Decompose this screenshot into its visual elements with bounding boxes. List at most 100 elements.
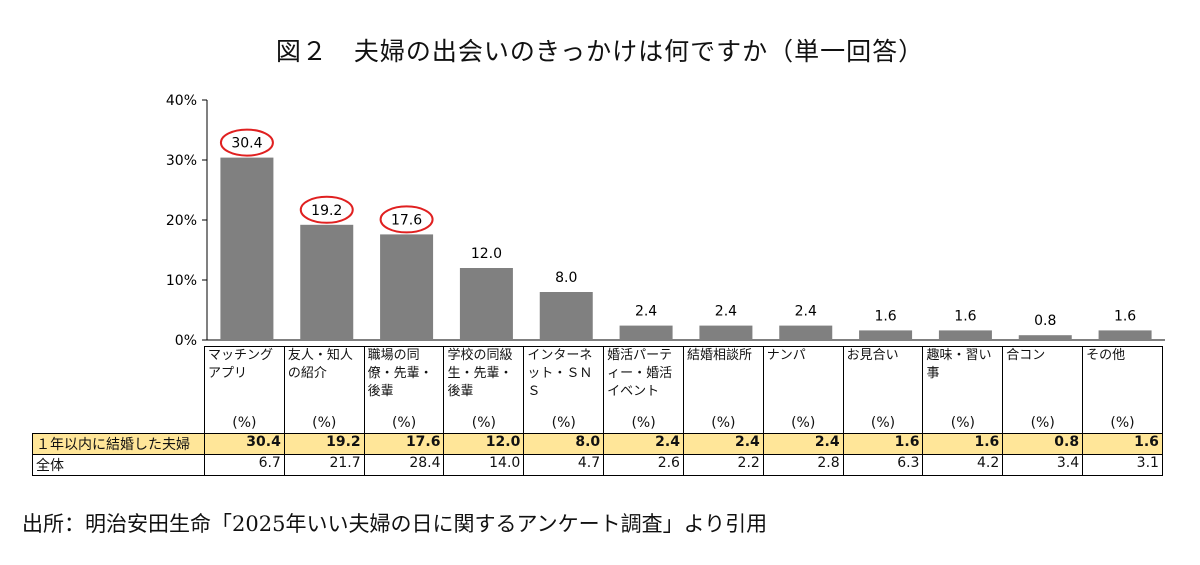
series-label: １年以内に結婚した夫婦 (32, 433, 205, 455)
unit-label: (%) (870, 415, 896, 431)
category-cell: マッチングアプリ (%) (204, 346, 285, 434)
y-tick-label: 0% (175, 333, 197, 349)
bar-chart: 0% 10% 20% 30% 40% 30.4 19.2 17.6 12.0 8.0 2.4 2.4 2… (166, 93, 1165, 349)
y-tick-label: 30% (166, 153, 197, 169)
value-cell: 30.4 (204, 433, 285, 455)
value-cell: 12.0 (443, 433, 525, 455)
unit-label: (%) (471, 415, 497, 431)
value-cell: 6.3 (842, 454, 924, 476)
data-label: 1.6 (1114, 308, 1136, 324)
value-cell: 3.1 (1082, 454, 1163, 476)
data-label: 1.6 (954, 308, 976, 324)
value-cell: 2.4 (762, 433, 844, 455)
value-cell: 21.7 (283, 454, 365, 476)
unit-label: (%) (631, 415, 656, 431)
value-cell: 6.7 (204, 454, 285, 476)
category-label: お見合い (846, 348, 899, 363)
category-label: 婚活パーティー・婚活イベント (607, 348, 673, 399)
bar (619, 325, 673, 340)
data-label: 2.4 (715, 304, 737, 320)
data-label: 1.6 (874, 308, 896, 324)
table-row: １年以内に結婚した夫婦 30.4 19.2 17.6 12.0 8.0 2.4 2.4 2.4 1… (32, 433, 1163, 455)
series-label: 全体 (32, 454, 205, 476)
bar (539, 292, 593, 340)
value-cell: 1.6 (842, 433, 924, 455)
category-cell: 合コン (%) (1002, 346, 1084, 434)
y-tick-label: 40% (166, 93, 197, 109)
unit-label: (%) (1110, 415, 1135, 431)
bar (1098, 330, 1152, 340)
table-row: 全体 6.7 21.7 28.4 14.0 4.7 2.6 2.2 2.8 6.3 4.2 3.4 3.… (32, 454, 1163, 476)
category-label: 職場の同僚・先輩・後輩 (367, 348, 433, 399)
value-cell: 1.6 (1082, 433, 1163, 455)
data-label: 30.4 (231, 136, 262, 152)
y-tick-label: 10% (166, 273, 197, 289)
table-corner (32, 346, 205, 434)
data-label: 19.2 (311, 203, 342, 219)
data-label: 2.4 (795, 304, 817, 320)
category-cell: 職場の同僚・先輩・後輩 (%) (363, 346, 445, 434)
value-cell: 0.8 (1002, 433, 1084, 455)
category-cell: お見合い (%) (842, 346, 924, 434)
unit-label: (%) (232, 415, 257, 431)
value-cell: 4.7 (523, 454, 605, 476)
bar (699, 325, 753, 340)
unit-label: (%) (1030, 415, 1055, 431)
bar (300, 224, 354, 340)
data-label: 12.0 (471, 246, 502, 262)
category-label: ナンパ (766, 348, 806, 363)
category-label: 趣味・習い事 (926, 348, 992, 381)
value-cell: 2.4 (603, 433, 684, 455)
value-cell: 3.4 (1002, 454, 1084, 476)
y-tick-label: 20% (166, 213, 197, 229)
highlight-circle (299, 195, 354, 224)
category-cell: インターネット・ＳＮＳ (%) (523, 346, 605, 434)
value-cell: 8.0 (523, 433, 605, 455)
chart-title: 図２ 夫婦の出会いのきっかけは何ですか（単一回答） (275, 37, 925, 66)
bar (380, 234, 434, 340)
category-cell: ナンパ (%) (762, 346, 844, 434)
value-cell: 14.0 (443, 454, 525, 476)
category-cell: 結婚相談所 (%) (682, 346, 764, 434)
category-cell: 趣味・習い事 (%) (922, 346, 1004, 434)
category-label: 結婚相談所 (686, 348, 752, 363)
category-cell: 学校の同級生・先輩・後輩 (%) (443, 346, 525, 434)
category-cell: 婚活パーティー・婚活イベント (%) (603, 346, 684, 434)
bar (859, 330, 913, 340)
bar (220, 157, 274, 340)
bar (938, 330, 992, 340)
category-label: マッチングアプリ (208, 348, 274, 381)
value-cell: 1.6 (922, 433, 1004, 455)
unit-label: (%) (551, 415, 576, 431)
data-table: マッチングアプリ (%) 友人・知人の紹介 (%) 職場の同僚・先輩・後輩 (%) 学校の同… (32, 346, 1163, 476)
category-label: 友人・知人の紹介 (287, 348, 353, 381)
unit-label: (%) (312, 415, 337, 431)
value-cell: 4.2 (922, 454, 1004, 476)
value-cell: 19.2 (283, 433, 365, 455)
unit-label: (%) (391, 415, 417, 431)
unit-label: (%) (950, 415, 975, 431)
highlight-circle (219, 128, 274, 157)
value-cell: 2.8 (762, 454, 844, 476)
data-label: 17.6 (391, 212, 422, 228)
value-cell: 2.4 (682, 433, 764, 455)
data-label: 0.8 (1034, 313, 1056, 329)
category-label: 合コン (1006, 348, 1046, 363)
bar (459, 268, 513, 340)
category-cell: 友人・知人の紹介 (%) (283, 346, 365, 434)
value-cell: 17.6 (363, 433, 445, 455)
category-label: その他 (1086, 348, 1126, 363)
source-note: 出所：明治安田生命「2025年いい夫婦の日に関するアンケート調査」より引用 (22, 512, 768, 536)
value-cell: 2.2 (682, 454, 764, 476)
value-cell: 2.6 (603, 454, 684, 476)
value-cell: 28.4 (363, 454, 445, 476)
category-header-row: マッチングアプリ (%) 友人・知人の紹介 (%) 職場の同僚・先輩・後輩 (%) 学校の同… (32, 346, 1163, 434)
data-label: 2.4 (635, 304, 657, 320)
bar (1018, 335, 1072, 340)
category-label: 学校の同級生・先輩・後輩 (447, 348, 513, 399)
highlight-circle (379, 205, 434, 234)
bar (779, 325, 833, 340)
data-label: 8.0 (555, 270, 577, 286)
category-label: インターネット・ＳＮＳ (527, 348, 593, 399)
unit-label: (%) (791, 415, 816, 431)
